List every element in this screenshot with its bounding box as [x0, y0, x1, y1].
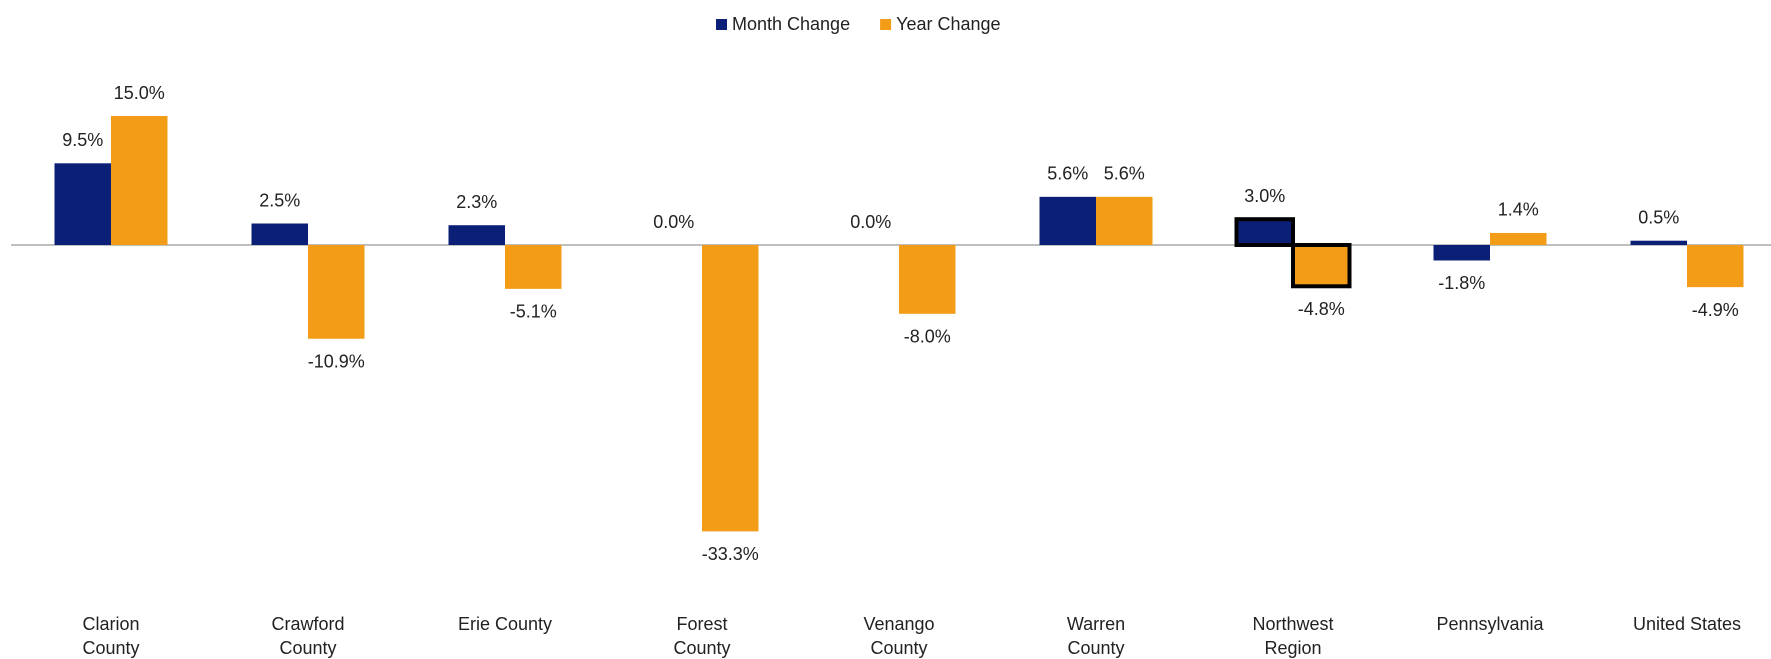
bar — [899, 245, 956, 314]
bar — [448, 225, 505, 245]
x-tick-label: Venango County — [863, 614, 935, 658]
bar — [505, 245, 562, 289]
x-tick-label: United States — [1632, 614, 1742, 634]
value-label: 9.5% — [62, 130, 103, 150]
bar — [1039, 196, 1096, 245]
bar — [1234, 217, 1295, 247]
value-label: -1.8% — [1438, 273, 1485, 293]
bar — [308, 245, 365, 339]
x-tick-label: Erie County — [457, 614, 553, 634]
x-tick-label: Crawford County — [271, 614, 345, 658]
x-tick-label: Clarion County — [82, 614, 140, 658]
legend-swatch — [716, 19, 727, 30]
value-label: 1.4% — [1498, 200, 1539, 220]
value-label: 15.0% — [114, 83, 165, 103]
value-label: 0.0% — [653, 212, 694, 232]
legend-label: Month Change — [732, 14, 850, 34]
value-label: -5.1% — [510, 302, 557, 322]
value-label: 0.5% — [1638, 207, 1679, 227]
x-tick-label: Pennsylvania — [1436, 614, 1544, 634]
legend-label: Year Change — [896, 14, 1000, 34]
x-tick-label: Northwest Region — [1252, 614, 1334, 658]
value-label: -4.9% — [1692, 300, 1739, 320]
x-tick-label: Warren County — [1066, 614, 1126, 658]
value-label: -10.9% — [308, 351, 365, 371]
legend-swatch — [880, 19, 892, 30]
bar — [111, 116, 168, 245]
value-label: -33.3% — [702, 544, 759, 564]
value-label: 5.6% — [1047, 164, 1088, 184]
value-label: 2.5% — [259, 190, 300, 210]
value-label: -8.0% — [904, 327, 951, 347]
x-tick-label: Forest County — [673, 614, 731, 658]
bar — [702, 245, 759, 532]
bar — [1687, 245, 1744, 288]
value-label: -4.8% — [1298, 299, 1345, 319]
bar — [1490, 232, 1547, 245]
bar — [1433, 245, 1490, 261]
bar — [1630, 240, 1687, 245]
value-label: 5.6% — [1104, 164, 1145, 184]
value-label: 0.0% — [850, 212, 891, 232]
bar — [1291, 243, 1352, 289]
bar — [54, 163, 111, 245]
bar — [251, 223, 308, 245]
bar — [1096, 196, 1153, 245]
value-label: 3.0% — [1244, 186, 1285, 206]
value-label: 2.3% — [456, 192, 497, 212]
